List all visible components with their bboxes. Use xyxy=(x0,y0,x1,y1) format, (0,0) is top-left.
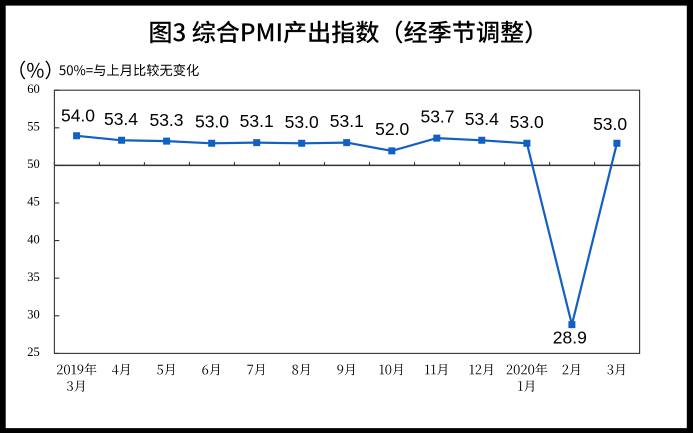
svg-text:53.0: 53.0 xyxy=(195,112,229,132)
svg-text:45: 45 xyxy=(27,195,40,209)
svg-text:54.0: 54.0 xyxy=(61,106,95,126)
svg-text:53.0: 53.0 xyxy=(285,112,319,132)
svg-text:52.0: 52.0 xyxy=(375,119,409,139)
svg-text:53.4: 53.4 xyxy=(465,109,499,129)
svg-text:53.1: 53.1 xyxy=(240,111,274,131)
svg-text:53.4: 53.4 xyxy=(104,109,138,129)
svg-text:53.7: 53.7 xyxy=(420,107,454,127)
svg-text:53.0: 53.0 xyxy=(510,112,544,132)
svg-text:50: 50 xyxy=(27,157,40,171)
svg-text:53.0: 53.0 xyxy=(593,114,627,134)
svg-text:30: 30 xyxy=(27,308,40,322)
svg-text:25: 25 xyxy=(27,345,40,359)
svg-text:40: 40 xyxy=(27,232,40,246)
svg-text:53.1: 53.1 xyxy=(330,111,364,131)
svg-text:35: 35 xyxy=(27,270,40,284)
svg-text:60: 60 xyxy=(27,82,40,96)
svg-text:53.3: 53.3 xyxy=(149,110,183,130)
svg-text:55: 55 xyxy=(27,120,40,134)
svg-text:28.9: 28.9 xyxy=(553,328,587,348)
